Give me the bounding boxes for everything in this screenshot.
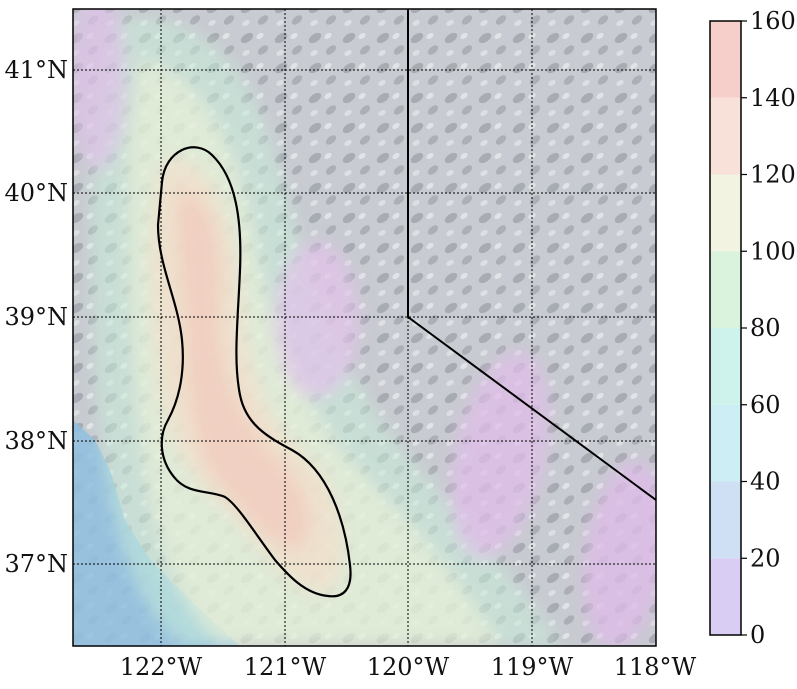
- colorbar-tick-label: 140: [750, 84, 796, 112]
- longitude-tick-labels: 122°W 121°W 120°W 119°W 118°W: [120, 653, 697, 681]
- lon-tick-label: 122°W: [120, 653, 203, 681]
- colorbar-tick-label: 20: [750, 544, 781, 572]
- lat-tick-label: 39°N: [4, 303, 68, 331]
- colorbar-bands: [710, 21, 741, 635]
- map-frame: [72, 8, 657, 647]
- colorbar-tick-label: 100: [750, 237, 796, 265]
- latitude-tick-labels: 41°N 40°N 39°N 38°N 37°N: [4, 56, 68, 578]
- lat-tick-label: 37°N: [4, 550, 68, 578]
- lon-tick-label: 118°W: [614, 653, 697, 681]
- contour-line: [156, 146, 352, 598]
- lat-tick-label: 41°N: [4, 56, 68, 84]
- colorbar-band: [710, 558, 741, 635]
- map-panel: [72, 8, 657, 647]
- lat-tick-label: 38°N: [4, 427, 68, 455]
- colorbar-band: [710, 481, 741, 559]
- lat-tick-label: 40°N: [4, 179, 68, 207]
- ocean-area: [73, 420, 240, 646]
- colorbar-band: [710, 328, 741, 405]
- colorbar-tick-label: 160: [750, 7, 796, 35]
- colorbar-tick-label: 60: [750, 391, 781, 419]
- lon-tick-label: 120°W: [367, 653, 450, 681]
- lon-tick-label: 119°W: [491, 653, 574, 681]
- gravity-field-shading: [73, 9, 656, 646]
- map-layers: [73, 9, 656, 646]
- colorbar-tick-label: 80: [750, 314, 781, 342]
- colorbar-tick-label: 120: [750, 161, 796, 189]
- colorbar-ticks: 0 20 40 60 80 100 120 140 160: [741, 7, 796, 649]
- state-border-line: [407, 9, 656, 501]
- grid-lines: [73, 9, 656, 646]
- colorbar-band: [710, 251, 741, 328]
- colorbar-tick-label: 0: [750, 621, 765, 649]
- colorbar-band: [710, 404, 741, 482]
- colorbar: 0 20 40 60 80 100 120 140 160: [709, 7, 796, 649]
- colorbar-band: [710, 97, 741, 175]
- colorbar-band: [710, 174, 741, 252]
- lon-tick-label: 121°W: [244, 653, 327, 681]
- colorbar-tick-label: 40: [750, 468, 781, 496]
- colorbar-band: [710, 21, 741, 98]
